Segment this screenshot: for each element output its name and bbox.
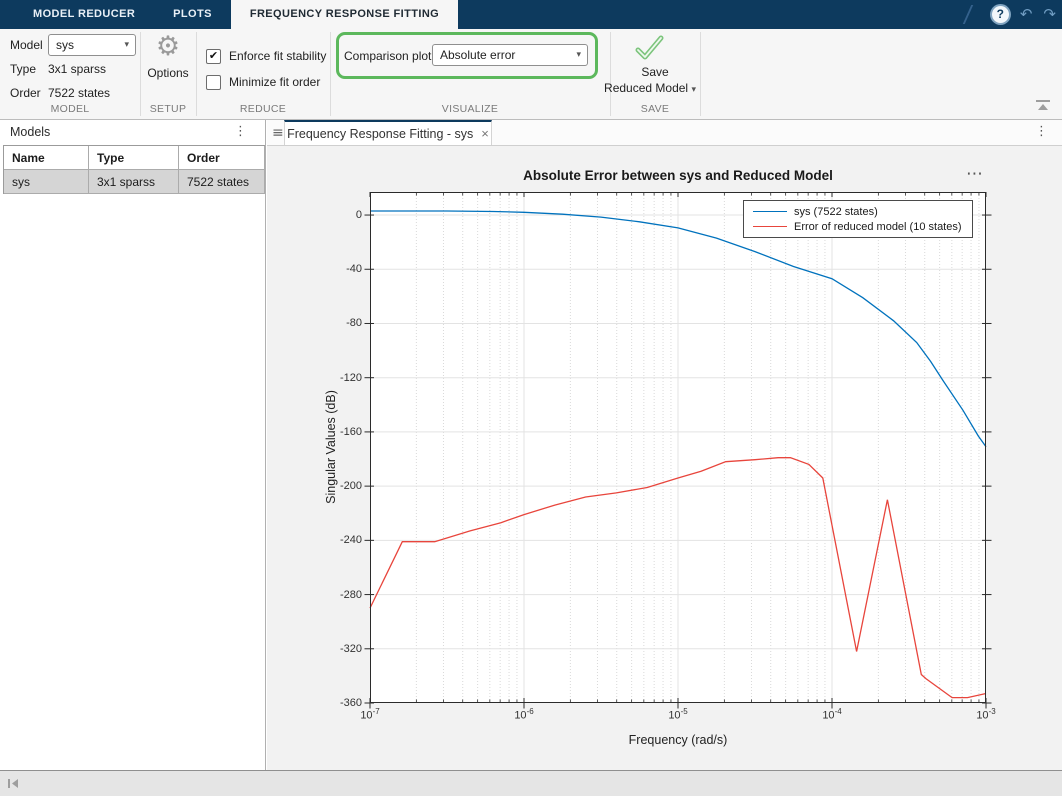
help-icon[interactable]: ? xyxy=(991,6,1009,23)
section-divider xyxy=(700,32,701,116)
y-tick-label: -200 xyxy=(339,480,362,493)
checkbox-unchecked-icon[interactable] xyxy=(206,74,221,90)
gear-icon[interactable]: ⚙ xyxy=(155,31,181,62)
legend-label: Error of reduced model (10 states) xyxy=(794,220,962,233)
redo-icon[interactable]: ↷ xyxy=(1043,5,1056,23)
order-value: 7522 states xyxy=(48,86,111,100)
document-tab-label: Frequency Response Fitting - sys xyxy=(287,126,474,141)
models-column-header[interactable]: Order xyxy=(179,146,265,170)
section-divider xyxy=(330,32,331,116)
legend-line-sample xyxy=(753,211,787,212)
toolstrip-tab-plots[interactable]: PLOTS xyxy=(173,8,212,20)
models-panel-title: Models xyxy=(10,125,51,139)
legend-line-sample xyxy=(753,226,787,227)
plot-document: Absolute Error between sys and Reduced M… xyxy=(267,146,1062,770)
document-tab[interactable]: Frequency Response Fitting - sys × xyxy=(284,120,492,145)
models-row-cell[interactable]: sys xyxy=(4,170,89,194)
y-tick-label: 0 xyxy=(355,209,362,222)
models-column-header[interactable]: Name xyxy=(4,146,89,170)
models-panel: Models ⋮ Name Type Order sys 3x1 sparss 7522 … xyxy=(0,120,266,770)
y-tick-label: -80 xyxy=(346,317,362,330)
models-row-cell[interactable]: 7522 states xyxy=(179,170,265,194)
y-tick-label: -280 xyxy=(339,588,362,601)
save-section-label: SAVE xyxy=(640,103,670,115)
chevron-down-icon: ▾ xyxy=(576,50,581,60)
plot-title: Absolute Error between sys and Reduced M… xyxy=(523,168,833,183)
checkbox-enforce-fit-stability[interactable]: ✔ Enforce fit stability xyxy=(206,48,327,64)
quick-access-toolbar: ? ↶ ↷ xyxy=(962,0,1056,29)
toolstrip-tab-bar: MODEL REDUCER PLOTS FREQUENCY RESPONSE FIT… xyxy=(0,0,1062,29)
comparison-plot-dropdown-value: Absolute error xyxy=(440,48,516,62)
comparison-plot-dropdown[interactable]: Absolute error ▾ xyxy=(432,44,588,66)
close-icon[interactable]: × xyxy=(481,126,489,141)
model-dropdown[interactable]: sys ▾ xyxy=(48,34,136,56)
comparison-plot-highlight xyxy=(336,32,598,79)
order-label: Order xyxy=(10,86,41,100)
section-divider xyxy=(196,32,197,116)
chart-axes xyxy=(364,192,992,709)
axes-toolbar-ellipsis-icon[interactable]: ⋯ xyxy=(966,164,984,184)
y-tick-label: -320 xyxy=(339,642,362,655)
save-button-text: Reduced Model xyxy=(604,81,689,95)
y-tick-label: -120 xyxy=(339,371,362,384)
main-area: Models ⋮ Name Type Order sys 3x1 sparss 7522 … xyxy=(0,120,1062,770)
visualize-section-label: VISUALIZE xyxy=(441,103,499,115)
models-row-cell[interactable]: 3x1 sparss xyxy=(89,170,179,194)
y-tick-label: -160 xyxy=(339,425,362,438)
y-tick-label: -360 xyxy=(339,697,362,709)
checkbox-minimize-fit-order[interactable]: Minimize fit order xyxy=(206,74,321,90)
y-tick-label: -240 xyxy=(339,534,362,547)
model-section-label: MODEL xyxy=(50,103,90,115)
panel-menu-dots-icon[interactable]: ⋮ xyxy=(234,124,247,139)
x-tick-label: 10-4 xyxy=(822,707,842,722)
model-dropdown-value: sys xyxy=(56,38,74,52)
legend-entry[interactable]: sys (7522 states) xyxy=(744,204,972,219)
reduce-section-label: REDUCE xyxy=(239,103,287,115)
ribbon: Model sys ▾ Type 3x1 sparss Order 7522 s… xyxy=(0,29,1062,120)
y-tick-label: -40 xyxy=(346,263,362,276)
type-value: 3x1 sparss xyxy=(48,62,107,76)
checkbox-label: Minimize fit order xyxy=(229,75,321,89)
document-tab-strip: ≡ Frequency Response Fitting - sys × ⋮ xyxy=(267,120,1062,146)
setup-section-label: SETUP xyxy=(149,103,187,115)
x-tick-label: 10-3 xyxy=(976,707,996,722)
tabstrip-menu-dots-icon[interactable]: ⋮ xyxy=(1035,124,1048,139)
options-button[interactable]: Options xyxy=(147,66,189,80)
legend-entry[interactable]: Error of reduced model (10 states) xyxy=(744,219,972,234)
chevron-down-icon: ▾ xyxy=(691,85,696,95)
x-axis-label: Frequency (rad/s) xyxy=(628,733,728,747)
legend-label: sys (7522 states) xyxy=(794,205,878,218)
collapse-panel-icon[interactable] xyxy=(7,777,20,790)
comparison-plot-label: Comparison plot xyxy=(344,49,432,63)
checkbox-label: Enforce fit stability xyxy=(229,49,327,63)
models-column-header[interactable]: Type xyxy=(89,146,179,170)
x-tick-label: 10-7 xyxy=(360,707,380,722)
chevron-down-icon: ▾ xyxy=(124,40,129,50)
checkbox-checked-icon[interactable]: ✔ xyxy=(206,48,221,64)
type-label: Type xyxy=(10,62,37,76)
x-tick-label: 10-5 xyxy=(668,707,688,722)
chart-legend[interactable]: sys (7522 states) Error of reduced model … xyxy=(743,200,973,238)
hamburger-icon[interactable]: ≡ xyxy=(272,125,284,141)
collapse-ribbon-icon[interactable] xyxy=(1036,100,1050,111)
model-label: Model xyxy=(10,38,43,52)
toolstrip-tab-model-reducer[interactable]: MODEL REDUCER xyxy=(33,8,136,20)
series-line xyxy=(370,210,987,448)
document-area: ≡ Frequency Response Fitting - sys × ⋮ A… xyxy=(267,120,1062,770)
series-line xyxy=(369,457,987,699)
section-divider xyxy=(610,32,611,116)
section-divider xyxy=(140,32,141,116)
models-table: Name Type Order sys 3x1 sparss 7522 states xyxy=(3,145,265,194)
save-button-line1[interactable]: Save xyxy=(641,65,669,79)
x-tick-label: 10-6 xyxy=(514,707,534,722)
status-bar xyxy=(0,770,1062,796)
save-button-line2[interactable]: Reduced Model ▾ xyxy=(602,81,698,95)
save-check-icon[interactable] xyxy=(632,34,666,61)
toolstrip-tab-frequency-response-fitting[interactable]: FREQUENCY RESPONSE FITTING xyxy=(230,0,459,29)
undo-icon[interactable]: ↶ xyxy=(1019,5,1033,23)
